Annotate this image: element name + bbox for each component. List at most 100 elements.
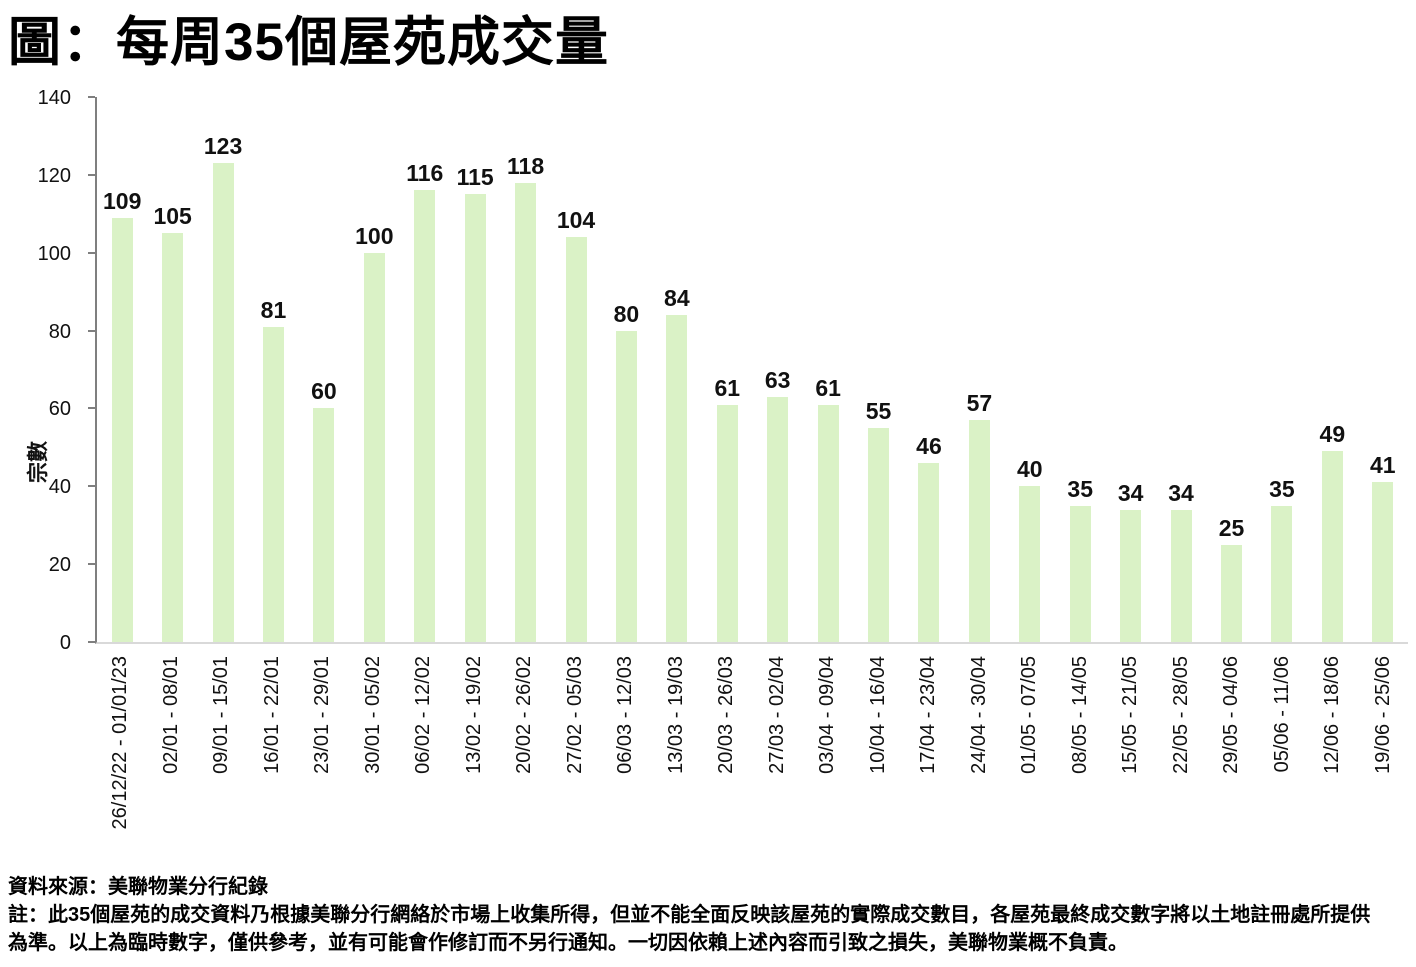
bar-cell: 25	[1206, 97, 1256, 642]
x-tick-cell: 12/06 - 18/06	[1307, 652, 1358, 877]
y-tick-label: 100	[37, 242, 71, 265]
value-label: 41	[1369, 452, 1396, 479]
bar-cell: 100	[349, 97, 399, 642]
value-label: 40	[1017, 456, 1043, 483]
x-tick-cell: 27/02 - 05/03	[550, 652, 601, 877]
x-tick-cell: 06/02 - 12/02	[398, 652, 449, 877]
y-tick-mark	[88, 485, 95, 488]
x-tick-cell: 16/01 - 22/01	[247, 652, 298, 877]
bar	[868, 427, 890, 642]
x-tick-cell: 30/01 - 05/02	[348, 652, 399, 877]
x-tick-cell: 08/05 - 14/05	[1055, 652, 1106, 877]
x-tick-label: 27/02 - 05/03	[563, 656, 586, 774]
x-tick-cell: 19/06 - 25/06	[1358, 652, 1409, 877]
bar	[363, 252, 385, 642]
value-label: 35	[1067, 475, 1094, 502]
x-tick-cell: 17/04 - 23/04	[903, 652, 954, 877]
x-tick-label: 26/12/22 - 01/01/23	[109, 656, 132, 830]
value-label: 57	[966, 390, 993, 417]
x-tick-label: 13/02 - 19/02	[462, 656, 485, 774]
y-tick-label: 120	[37, 164, 71, 187]
y-tick-label: 80	[48, 320, 71, 343]
bar-cell: 57	[954, 97, 1004, 642]
plot-area: 109 105 123 81 60 100 116 115 118 104 80 84 61 63 61 55…	[95, 97, 1408, 644]
bar-cell: 41	[1358, 97, 1408, 642]
footnote: 資料來源：美聯物業分行紀錄 註：此35個屋苑的成交資料乃根據美聯分行網絡於市場上…	[8, 873, 1416, 957]
bar-cell: 116	[400, 97, 450, 642]
bar-cell: 118	[500, 97, 550, 642]
value-label: 49	[1319, 421, 1346, 448]
x-tick-cell: 13/02 - 19/02	[449, 652, 500, 877]
x-tick-cell: 09/01 - 15/01	[196, 652, 247, 877]
value-label: 81	[260, 296, 287, 323]
x-tick-label: 19/06 - 25/06	[1371, 656, 1394, 774]
y-tick-label: 140	[37, 87, 71, 109]
y-tick-mark	[88, 641, 95, 643]
value-label: 100	[355, 222, 394, 249]
bar	[1321, 451, 1343, 642]
x-tick-label: 20/02 - 26/02	[513, 656, 536, 774]
bar-cell: 34	[1156, 97, 1206, 642]
bar-cell: 61	[702, 97, 752, 642]
bar	[716, 404, 738, 642]
value-label: 61	[815, 374, 841, 401]
bar-cell: 84	[652, 97, 702, 642]
x-tick-label: 09/01 - 15/01	[210, 656, 233, 774]
bar-cell: 109	[97, 97, 147, 642]
x-tick-cell: 03/04 - 09/04	[802, 652, 853, 877]
bar-cell: 35	[1055, 97, 1105, 642]
bar	[111, 217, 133, 642]
value-label: 60	[311, 378, 337, 405]
x-tick-cell: 01/05 - 07/05	[1004, 652, 1055, 877]
bar	[1271, 505, 1293, 642]
x-tick-label: 06/03 - 12/03	[614, 656, 637, 774]
x-tick-label: 06/02 - 12/02	[412, 656, 435, 774]
value-label: 84	[664, 285, 690, 311]
bar-cell: 49	[1307, 97, 1357, 642]
value-label: 118	[507, 152, 545, 179]
bar	[515, 182, 537, 642]
bar	[212, 163, 234, 642]
value-label: 63	[764, 366, 791, 393]
bar	[817, 404, 839, 642]
y-tick-label: 40	[48, 476, 71, 499]
x-tick-cell: 29/05 - 04/06	[1206, 652, 1257, 877]
note-line-2: 為準。以上為臨時數字，僅供參考，並有可能會作修訂而不另行通知。一切因依賴上述內容…	[8, 932, 1128, 954]
x-tick-label: 08/05 - 14/05	[1068, 656, 1091, 774]
bar	[1069, 505, 1091, 642]
value-label: 46	[916, 432, 942, 459]
y-tick-label: 20	[48, 554, 71, 577]
y-tick-mark	[88, 96, 95, 98]
bar-cell: 115	[450, 97, 500, 642]
x-tick-cell: 20/03 - 26/03	[701, 652, 752, 877]
y-tick-mark	[88, 329, 95, 332]
y-tick-mark	[88, 563, 95, 566]
x-tick-cell: 23/01 - 29/01	[297, 652, 348, 877]
value-label: 34	[1168, 479, 1194, 506]
value-label: 61	[714, 374, 741, 401]
value-label: 123	[203, 133, 243, 160]
y-tick-mark	[88, 173, 95, 176]
bar	[464, 194, 486, 642]
x-tick-cell: 02/01 - 08/01	[146, 652, 197, 877]
x-tick-label: 23/01 - 29/01	[311, 656, 334, 774]
x-tick-cell: 10/04 - 16/04	[853, 652, 904, 877]
x-tick-label: 15/05 - 21/05	[1119, 656, 1142, 774]
bar	[666, 315, 688, 642]
value-label: 34	[1117, 479, 1144, 506]
x-tick-label: 24/04 - 30/04	[967, 656, 990, 774]
bar-series: 109 105 123 81 60 100 116 115 118 104 80 84 61 63 61 55…	[97, 97, 1408, 642]
chart-title: 圖：每周35個屋苑成交量	[8, 13, 609, 72]
x-tick-label: 05/06 - 11/06	[1270, 656, 1293, 773]
bar-cell: 35	[1257, 97, 1307, 642]
x-tick-label: 12/06 - 18/06	[1321, 656, 1344, 774]
bar-cell: 60	[299, 97, 349, 642]
bar	[968, 420, 990, 642]
x-tick-label: 20/03 - 26/03	[715, 656, 738, 774]
value-label: 104	[556, 207, 596, 234]
bar	[767, 396, 789, 642]
x-tick-label: 29/05 - 04/06	[1220, 656, 1243, 774]
y-tick-mark	[88, 251, 95, 254]
bar-cell: 46	[904, 97, 954, 642]
x-tick-label: 03/04 - 09/04	[816, 656, 839, 774]
